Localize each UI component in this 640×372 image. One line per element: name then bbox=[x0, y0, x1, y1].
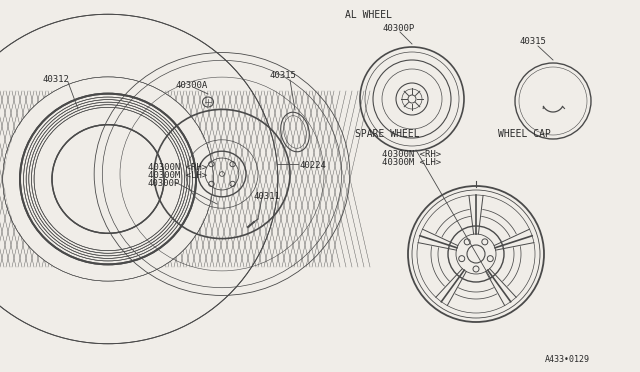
Circle shape bbox=[4, 76, 212, 283]
Text: 40224: 40224 bbox=[300, 161, 327, 170]
Text: 40300M <LH>: 40300M <LH> bbox=[382, 158, 441, 167]
Text: 40300N <RH>: 40300N <RH> bbox=[382, 150, 441, 159]
Text: 40311: 40311 bbox=[253, 192, 280, 201]
Text: 40315: 40315 bbox=[520, 37, 547, 46]
Text: WHEEL CAP: WHEEL CAP bbox=[498, 129, 551, 139]
Text: 40300P: 40300P bbox=[148, 179, 180, 188]
Text: 40300N <RH>: 40300N <RH> bbox=[148, 163, 207, 172]
Text: AL WHEEL: AL WHEEL bbox=[345, 10, 392, 20]
Text: 40315: 40315 bbox=[270, 71, 297, 80]
Text: 40312: 40312 bbox=[42, 75, 69, 84]
Text: 40300M <LH>: 40300M <LH> bbox=[148, 171, 207, 180]
Text: 40300P: 40300P bbox=[383, 24, 415, 33]
Text: 40300A: 40300A bbox=[175, 81, 207, 90]
Text: SPARE WHEEL: SPARE WHEEL bbox=[355, 129, 420, 139]
Text: A433•0129: A433•0129 bbox=[545, 355, 590, 364]
